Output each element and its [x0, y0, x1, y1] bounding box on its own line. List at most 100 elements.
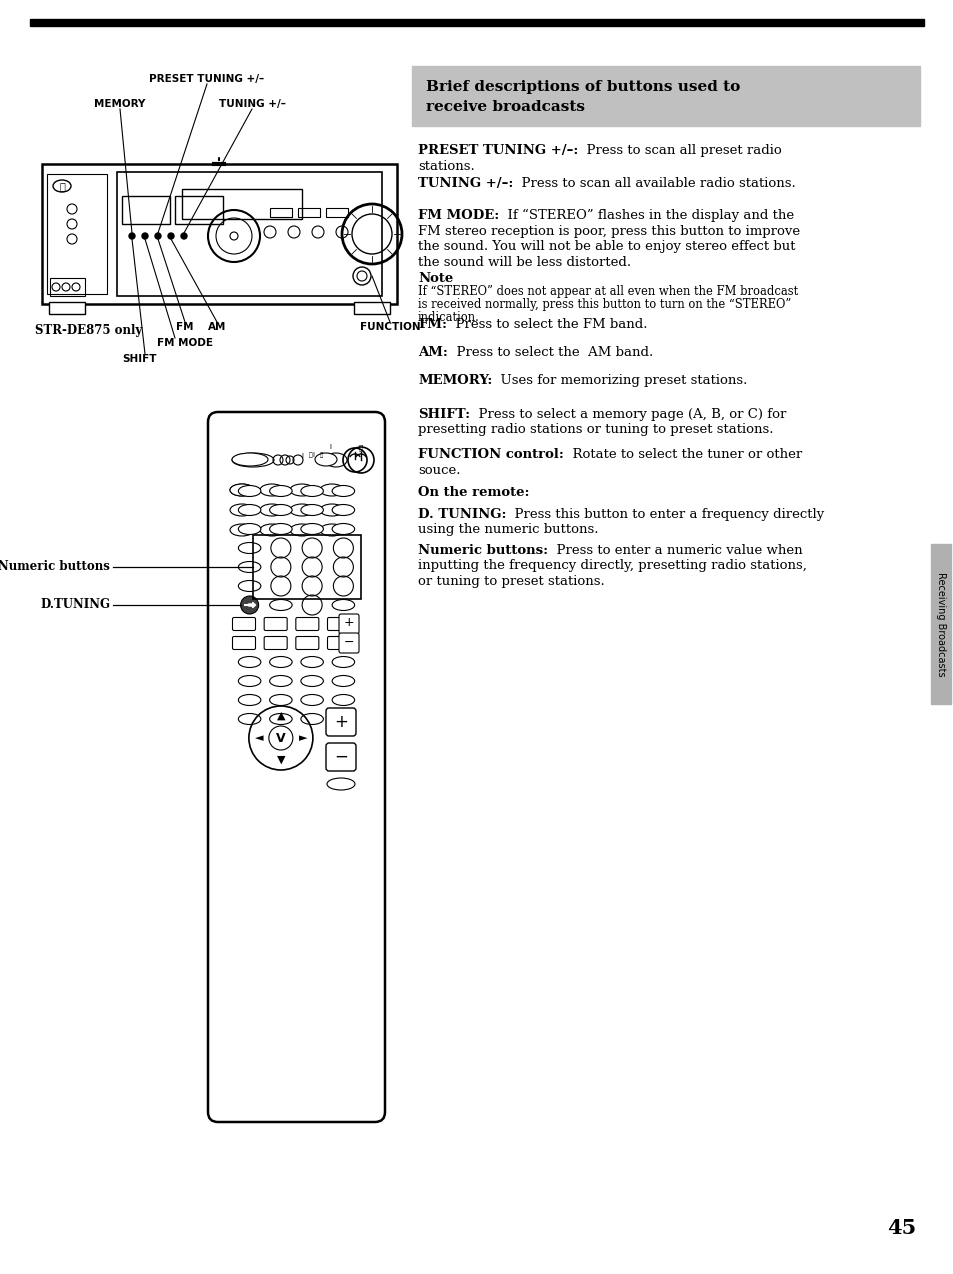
Text: MEMORY:: MEMORY: — [417, 375, 492, 387]
Text: Press to select a memory page (A, B, or C) for: Press to select a memory page (A, B, or … — [470, 408, 785, 420]
Text: indication.: indication. — [417, 311, 479, 324]
Ellipse shape — [232, 454, 268, 466]
Ellipse shape — [332, 675, 355, 687]
Text: FM:: FM: — [417, 318, 447, 331]
Ellipse shape — [314, 454, 336, 466]
Ellipse shape — [332, 656, 355, 668]
FancyBboxPatch shape — [338, 614, 358, 634]
Text: FM: FM — [176, 322, 193, 333]
Ellipse shape — [260, 505, 284, 516]
Ellipse shape — [332, 524, 355, 535]
Text: AM: AM — [208, 322, 226, 333]
Ellipse shape — [300, 675, 323, 687]
Ellipse shape — [238, 543, 260, 553]
Ellipse shape — [260, 484, 284, 496]
Text: Numeric buttons:: Numeric buttons: — [417, 544, 548, 557]
Ellipse shape — [332, 600, 355, 610]
Ellipse shape — [270, 675, 292, 687]
Ellipse shape — [290, 505, 314, 516]
Bar — [117, 172, 381, 296]
Ellipse shape — [230, 484, 253, 496]
Bar — [354, 302, 390, 313]
Ellipse shape — [325, 454, 347, 468]
Text: Press to enter a numeric value when: Press to enter a numeric value when — [548, 544, 801, 557]
Bar — [412, 66, 919, 126]
Text: −: − — [343, 636, 354, 648]
Ellipse shape — [327, 778, 355, 790]
Text: presetting radio stations or tuning to preset stations.: presetting radio stations or tuning to p… — [417, 423, 773, 437]
Ellipse shape — [270, 600, 292, 610]
Text: V: V — [275, 731, 285, 744]
Text: ▼: ▼ — [276, 755, 285, 764]
Text: FM MODE: FM MODE — [157, 338, 213, 348]
Bar — [182, 189, 302, 219]
Bar — [50, 278, 85, 296]
Ellipse shape — [300, 485, 323, 497]
Text: Press to scan all available radio stations.: Press to scan all available radio statio… — [513, 177, 796, 190]
Text: receive broadcasts: receive broadcasts — [426, 99, 584, 113]
FancyBboxPatch shape — [233, 618, 255, 631]
Ellipse shape — [238, 505, 260, 516]
Circle shape — [240, 596, 258, 614]
Text: +: + — [343, 617, 354, 629]
Text: MEMORY: MEMORY — [94, 99, 146, 110]
Bar — [326, 208, 348, 217]
Ellipse shape — [290, 524, 314, 536]
FancyBboxPatch shape — [326, 743, 355, 771]
Ellipse shape — [290, 484, 314, 496]
Text: D. TUNING:: D. TUNING: — [417, 508, 506, 521]
Ellipse shape — [319, 484, 344, 496]
Text: ⏻: ⏻ — [59, 181, 65, 191]
Bar — [253, 535, 360, 599]
Ellipse shape — [238, 562, 260, 572]
Bar — [174, 196, 223, 224]
FancyArrow shape — [249, 603, 255, 608]
Ellipse shape — [238, 656, 260, 668]
Ellipse shape — [332, 694, 355, 706]
FancyBboxPatch shape — [264, 637, 287, 650]
Text: TUNING +/–: TUNING +/– — [218, 99, 285, 110]
Ellipse shape — [230, 505, 253, 516]
Bar — [49, 302, 85, 313]
Text: the sound. You will not be able to enjoy stereo effect but: the sound. You will not be able to enjoy… — [417, 240, 795, 254]
Text: the sound will be less distorted.: the sound will be less distorted. — [417, 256, 631, 269]
Ellipse shape — [300, 713, 323, 725]
Bar — [30, 19, 923, 25]
Ellipse shape — [300, 505, 323, 516]
Bar — [297, 208, 319, 217]
Ellipse shape — [270, 656, 292, 668]
Ellipse shape — [238, 485, 260, 497]
Bar — [42, 164, 396, 304]
Ellipse shape — [270, 524, 292, 535]
Text: FM stereo reception is poor, press this button to improve: FM stereo reception is poor, press this … — [417, 224, 800, 237]
Text: Press to select the  AM band.: Press to select the AM band. — [447, 347, 653, 359]
Ellipse shape — [270, 505, 292, 516]
Ellipse shape — [270, 713, 292, 725]
Text: Brief descriptions of buttons used to: Brief descriptions of buttons used to — [426, 80, 740, 94]
Text: ⏻: ⏻ — [319, 452, 322, 457]
Ellipse shape — [332, 505, 355, 516]
Circle shape — [154, 233, 161, 240]
Text: or tuning to preset stations.: or tuning to preset stations. — [417, 575, 604, 589]
Ellipse shape — [238, 524, 260, 535]
Text: I: I — [329, 445, 331, 450]
Text: I: I — [301, 454, 303, 459]
Circle shape — [129, 233, 135, 240]
FancyBboxPatch shape — [264, 618, 287, 631]
Text: STR-DE875 only: STR-DE875 only — [35, 324, 142, 338]
Circle shape — [181, 233, 187, 240]
Text: inputting the frequency directly, presetting radio stations,: inputting the frequency directly, preset… — [417, 559, 806, 572]
Text: ▲: ▲ — [276, 711, 285, 721]
FancyBboxPatch shape — [295, 637, 318, 650]
Ellipse shape — [319, 505, 344, 516]
FancyBboxPatch shape — [295, 618, 318, 631]
Text: Note: Note — [417, 273, 453, 285]
FancyBboxPatch shape — [327, 618, 350, 631]
Text: −: − — [334, 748, 348, 766]
Text: ◄: ◄ — [254, 733, 263, 743]
Text: using the numeric buttons.: using the numeric buttons. — [417, 524, 598, 536]
Bar — [122, 196, 170, 224]
Ellipse shape — [300, 524, 323, 535]
Text: souce.: souce. — [417, 464, 460, 476]
Text: AM:: AM: — [417, 347, 447, 359]
